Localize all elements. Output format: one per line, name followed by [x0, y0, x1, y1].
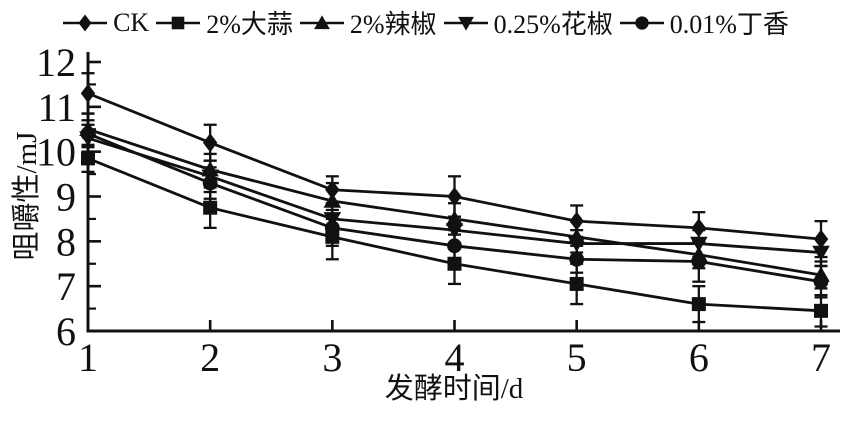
- diamond-marker-icon: [63, 13, 108, 32]
- legend-label: CK: [113, 7, 150, 37]
- legend-item-clove: 0.01%丁香: [619, 4, 789, 41]
- chart-legend: CK 2%大蒜 2%辣椒 0.25%花椒 0.01%丁香: [0, 4, 851, 41]
- y-axis-label: 咀嚼性/mJ: [10, 132, 43, 261]
- legend-label: 0.25%花椒: [493, 10, 613, 39]
- series-markers-4: [80, 126, 829, 290]
- x-tick-label: 3: [322, 335, 342, 380]
- legend-item-sichuan-pepper: 0.25%花椒: [443, 4, 613, 41]
- legend-item-garlic: 2%大蒜: [155, 4, 293, 41]
- x-tick-label: 1: [78, 335, 98, 380]
- axes: [86, 52, 840, 333]
- x-tick-label: 6: [689, 335, 709, 380]
- legend-label: 2%辣椒: [349, 10, 437, 39]
- series-markers-0: [80, 83, 829, 249]
- legend-label: 0.01%丁香: [669, 10, 789, 39]
- triangle-up-marker-icon: [299, 14, 344, 29]
- legend-item-ck: CK: [62, 8, 149, 38]
- x-axis: 1 2 3 4 5 6 7: [78, 320, 831, 380]
- y-tick-label: 12: [36, 40, 76, 85]
- x-tick-label: 2: [200, 335, 220, 380]
- x-tick-label: 7: [811, 335, 831, 380]
- triangle-down-marker-icon: [443, 16, 488, 31]
- y-tick-label: 11: [37, 85, 76, 130]
- y-tick-label: 10: [36, 130, 76, 175]
- x-axis-label: 发酵时间/d: [385, 372, 524, 405]
- x-tick-label: 4: [445, 335, 465, 380]
- x-tick-label: 5: [567, 335, 587, 380]
- circle-marker-icon: [619, 15, 664, 30]
- y-tick-label: 8: [56, 219, 76, 264]
- legend-label: 2%大蒜: [206, 10, 293, 39]
- y-tick-label: 9: [56, 175, 76, 220]
- y-tick-label: 7: [56, 264, 76, 309]
- y-tick-label: 6: [56, 309, 76, 354]
- series-markers-1: [81, 151, 828, 318]
- square-marker-icon: [156, 16, 201, 29]
- legend-item-chili: 2%辣椒: [299, 4, 437, 41]
